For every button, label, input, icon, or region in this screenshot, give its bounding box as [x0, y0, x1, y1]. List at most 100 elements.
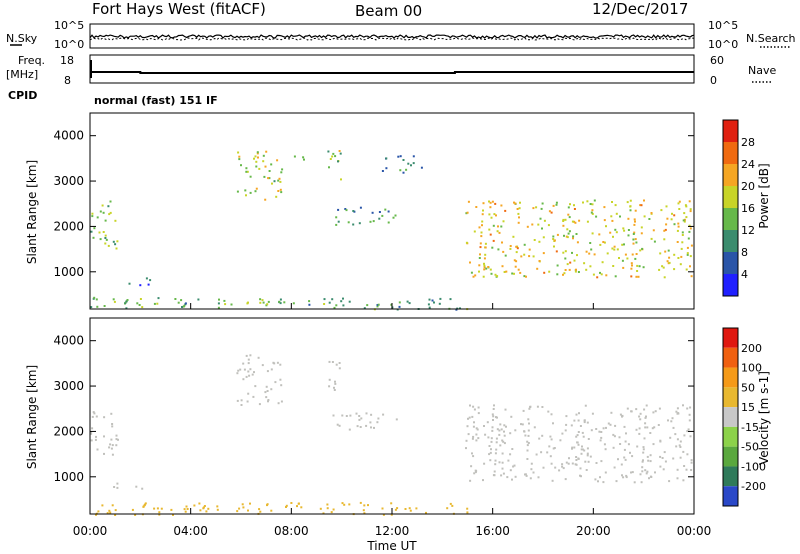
scatter-cell	[632, 242, 635, 245]
scatter-cell	[609, 231, 612, 234]
scatter-cell	[254, 385, 257, 388]
scatter-cell	[479, 242, 482, 245]
scatter-cell	[114, 219, 117, 222]
scatter-cell	[104, 234, 107, 237]
scatter-cell	[515, 260, 518, 263]
scatter-cell	[245, 354, 248, 357]
nave-label: Nave	[748, 64, 776, 77]
scatter-cell	[369, 220, 372, 223]
scatter-cell	[342, 304, 345, 307]
scatter-cell	[490, 437, 493, 440]
scatter-cell	[640, 232, 643, 235]
scatter-cell	[535, 206, 538, 209]
scatter-cell	[153, 507, 156, 510]
scatter-cell	[517, 212, 520, 215]
scatter-cell	[156, 302, 159, 305]
scatter-cell	[247, 509, 249, 512]
scatter-cell	[633, 223, 636, 226]
scatter-cell	[621, 259, 624, 262]
scatter-cell	[527, 418, 530, 421]
scatter-cell	[632, 233, 635, 235]
scatter-cell	[261, 299, 264, 302]
scatter-cell	[683, 434, 686, 437]
scatter-cell	[600, 431, 603, 433]
scatter-cell	[276, 159, 279, 162]
scatter-cell	[548, 270, 551, 273]
scatter-cell	[636, 445, 639, 448]
scatter-cell	[377, 417, 380, 420]
scatter-cell	[581, 431, 584, 434]
scatter-cell	[568, 457, 570, 460]
scatter-cell	[536, 405, 539, 408]
nsky-line	[89, 34, 695, 39]
scatter-cell	[341, 414, 344, 417]
scatter-cell	[633, 218, 636, 221]
scatter-cell	[496, 428, 499, 431]
scatter-cell	[197, 298, 200, 301]
y-tick-label: 2000	[53, 424, 84, 438]
scatter-cell	[641, 466, 644, 469]
scatter-cell	[491, 246, 494, 249]
scatter-cell	[673, 253, 676, 256]
scatter-cell	[253, 157, 255, 160]
scatter-cell	[595, 462, 598, 464]
scatter-cell	[643, 215, 646, 218]
scatter-cell	[599, 476, 601, 479]
scatter-cell	[455, 308, 458, 311]
scatter-cell	[503, 424, 506, 427]
scatter-cell	[93, 412, 96, 415]
scatter-cell	[494, 273, 497, 276]
scatter-cell	[577, 431, 580, 433]
scatter-cell	[499, 444, 502, 447]
scatter-cell	[396, 507, 399, 510]
scatter-cell	[115, 438, 118, 441]
scatter-cell	[510, 415, 513, 418]
scatter-cell	[502, 250, 505, 253]
scatter-cell	[496, 275, 499, 278]
scatter-cell	[110, 412, 113, 415]
scatter-cell	[270, 368, 273, 371]
scatter-cell	[523, 253, 526, 256]
scatter-cell	[333, 306, 336, 309]
scatter-cell	[369, 421, 372, 424]
scatter-cell	[621, 243, 624, 246]
scatter-cell	[631, 253, 634, 256]
scatter-cell	[265, 385, 268, 388]
scatter-cell	[669, 436, 672, 439]
scatter-cell	[531, 223, 534, 226]
scatter-cell	[504, 209, 507, 212]
scatter-cell	[684, 204, 687, 207]
scatter-cell	[541, 202, 544, 205]
scatter-cell	[514, 475, 517, 478]
scatter-cell	[512, 235, 515, 238]
scatter-cell	[523, 275, 526, 278]
scatter-cell	[582, 201, 584, 204]
scatter-cell	[104, 242, 107, 245]
colorbar-tick-label: 20	[741, 180, 755, 193]
scatter-cell	[183, 304, 186, 307]
scatter-cell	[536, 267, 539, 270]
scatter-cell	[627, 217, 630, 220]
scatter-cell	[561, 432, 564, 435]
scatter-cell	[467, 417, 469, 420]
scatter-cell	[223, 299, 226, 302]
scatter-cell	[95, 415, 98, 418]
scatter-cell	[353, 210, 356, 213]
scatter-cell	[586, 220, 589, 223]
scatter-cell	[638, 427, 641, 430]
scatter-cell	[96, 448, 99, 451]
scatter-cell	[485, 267, 488, 270]
scatter-cell	[567, 213, 570, 216]
scatter-cell	[408, 302, 411, 305]
scatter-cell	[519, 201, 521, 204]
scatter-cell	[363, 512, 366, 515]
scatter-cell	[571, 220, 574, 223]
nsearch-line	[89, 37, 695, 41]
scatter-cell	[685, 205, 688, 208]
scatter-cell	[266, 370, 269, 373]
scatter-cell	[449, 502, 452, 505]
scatter-cell	[459, 307, 461, 310]
scatter-cell	[642, 459, 644, 462]
scatter-cell	[624, 253, 627, 256]
scatter-cell	[331, 361, 334, 363]
